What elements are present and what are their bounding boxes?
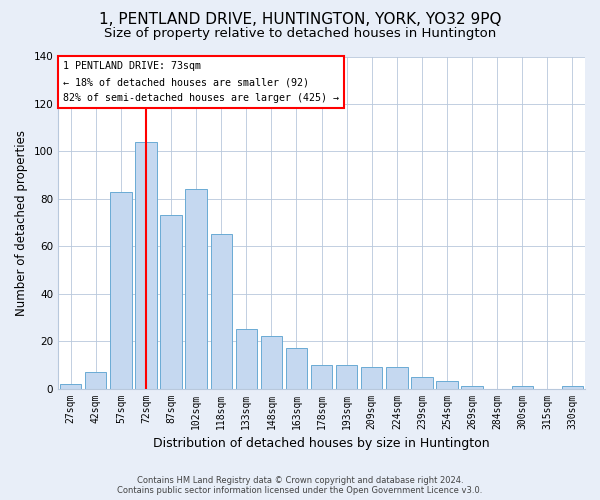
Bar	[85, 372, 106, 388]
Bar	[562, 386, 583, 388]
Bar	[185, 190, 207, 388]
Bar	[110, 192, 131, 388]
Bar	[60, 384, 82, 388]
X-axis label: Distribution of detached houses by size in Huntington: Distribution of detached houses by size …	[153, 437, 490, 450]
Text: 1 PENTLAND DRIVE: 73sqm
← 18% of detached houses are smaller (92)
82% of semi-de: 1 PENTLAND DRIVE: 73sqm ← 18% of detache…	[64, 62, 340, 102]
Bar	[286, 348, 307, 389]
Bar	[236, 330, 257, 388]
Bar	[436, 382, 458, 388]
Bar	[361, 367, 382, 388]
Bar	[336, 365, 358, 388]
Bar	[261, 336, 282, 388]
Bar	[211, 234, 232, 388]
Bar	[311, 365, 332, 388]
Text: 1, PENTLAND DRIVE, HUNTINGTON, YORK, YO32 9PQ: 1, PENTLAND DRIVE, HUNTINGTON, YORK, YO3…	[99, 12, 501, 28]
Bar	[160, 216, 182, 388]
Bar	[386, 367, 407, 388]
Y-axis label: Number of detached properties: Number of detached properties	[15, 130, 28, 316]
Text: Contains HM Land Registry data © Crown copyright and database right 2024.
Contai: Contains HM Land Registry data © Crown c…	[118, 476, 482, 495]
Bar	[512, 386, 533, 388]
Bar	[136, 142, 157, 388]
Bar	[411, 376, 433, 388]
Text: Size of property relative to detached houses in Huntington: Size of property relative to detached ho…	[104, 28, 496, 40]
Bar	[461, 386, 483, 388]
